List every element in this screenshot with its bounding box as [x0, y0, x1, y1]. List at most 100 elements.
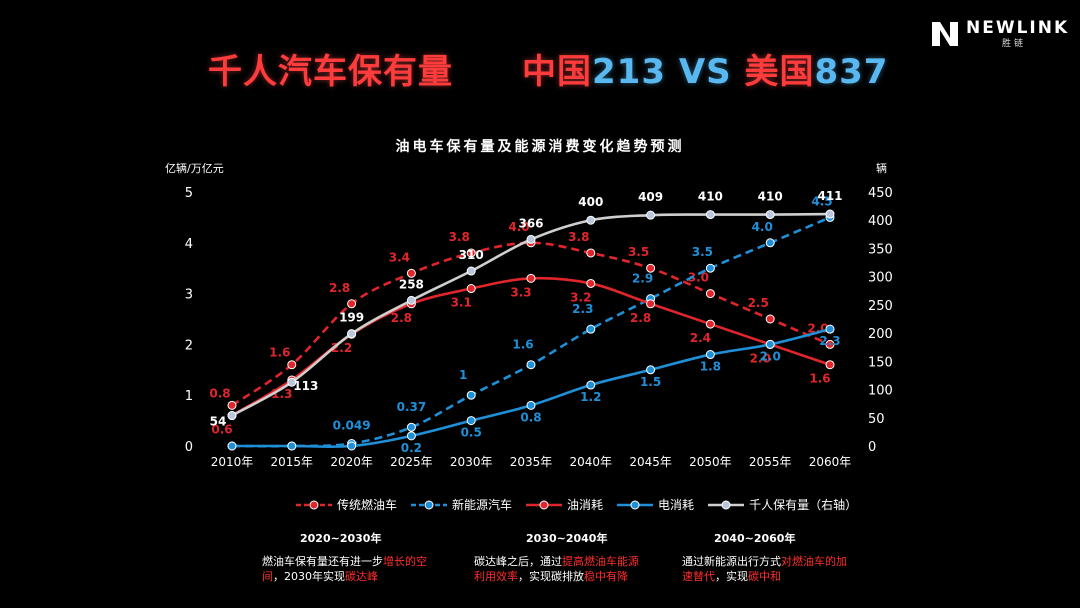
data-label: 0.5 [461, 426, 482, 440]
data-point [765, 314, 775, 324]
series-line [231, 216, 831, 448]
data-point [347, 299, 357, 309]
data-point [347, 329, 357, 339]
data-label: 3.4 [389, 250, 410, 264]
data-point [705, 289, 715, 299]
data-point [646, 263, 656, 273]
us-label: 美国 [744, 52, 815, 92]
data-label: 1.5 [640, 375, 661, 389]
data-label: 0.6 [211, 423, 232, 437]
data-point [705, 319, 715, 329]
legend-label: 电消耗 [658, 498, 695, 512]
legend-label: 新能源汽车 [452, 498, 513, 512]
period-3-note: 通过新能源出行方式对燃油车的加速替代，实现碳中和 [682, 554, 852, 584]
x-tick-label: 2025年 [390, 455, 433, 469]
us-value: 837 [814, 52, 889, 92]
data-point [287, 441, 297, 451]
data-point [526, 360, 536, 370]
data-label: 1.6 [269, 346, 290, 360]
data-label: 1 [459, 368, 467, 382]
note-segment: 增长的空间 [262, 555, 427, 583]
data-label: 2.8 [329, 281, 350, 295]
data-label: 1.6 [809, 372, 830, 386]
data-point [466, 266, 476, 276]
y-right-tick-label: 50 [868, 412, 885, 427]
x-tick-label: 2040年 [570, 455, 613, 469]
y-left-tick-label: 3 [185, 288, 193, 303]
data-point [825, 360, 835, 370]
y-left-tick-label: 5 [185, 186, 193, 201]
note-segment: 碳达峰之后，通过 [474, 555, 562, 568]
series-line [231, 241, 831, 407]
data-point [825, 339, 835, 349]
data-point [646, 365, 656, 375]
data-label: 3.8 [449, 230, 470, 244]
legend-item: 电消耗 [617, 496, 694, 513]
x-tick-label: 2055年 [749, 455, 792, 469]
x-tick-label: 2020年 [330, 455, 373, 469]
data-point [227, 411, 237, 421]
period-2-title: 2030~2040年 [526, 532, 608, 545]
data-point [705, 350, 715, 360]
y-right-tick-label: 450 [868, 186, 893, 201]
y-axis-right-label: 辆 [876, 162, 887, 175]
x-tick-label: 2015年 [271, 455, 314, 469]
data-point [406, 295, 416, 305]
data-label: 0.2 [401, 441, 422, 455]
data-point [227, 441, 237, 451]
data-point [406, 422, 416, 432]
data-point [526, 400, 536, 410]
data-label: 1.2 [580, 390, 601, 404]
y-right-tick-label: 350 [868, 242, 893, 257]
data-point [466, 390, 476, 400]
y-right-tick-label: 300 [868, 271, 893, 286]
legend-swatch-icon [296, 500, 332, 509]
data-point [406, 431, 416, 441]
y-right-tick-label: 400 [868, 214, 893, 229]
data-label: 0.37 [397, 400, 427, 414]
chart-legend: 传统燃油车 新能源汽车 油消耗 电消耗 千人保有量（右轴） [296, 496, 857, 513]
data-point [765, 210, 775, 220]
y-left-tick-label: 1 [185, 389, 193, 404]
data-label: 0.8 [209, 386, 230, 400]
note-segment: 碳达峰 [345, 570, 378, 583]
note-segment: 通过新能源出行方式 [682, 555, 781, 568]
data-label: 3.1 [451, 296, 472, 310]
note-segment: 提高燃油车能源利用效率 [474, 555, 639, 583]
data-label: 54 [210, 415, 227, 429]
data-label: 411 [817, 189, 842, 203]
x-tick-label: 2030年 [450, 455, 493, 469]
note-segment: ，实现 [715, 570, 748, 583]
y-left-tick-label: 4 [185, 237, 193, 252]
data-label: 2.8 [391, 311, 412, 325]
data-point [227, 400, 237, 410]
data-label: 2.9 [632, 272, 653, 286]
y-right-tick-label: 100 [868, 384, 893, 399]
data-point [765, 339, 775, 349]
data-label: 3.0 [688, 271, 709, 285]
china-value: 213 [592, 52, 666, 92]
legend-item: 新能源汽车 [411, 496, 512, 513]
legend-label: 油消耗 [567, 498, 604, 512]
data-label: 4.5 [811, 194, 832, 208]
data-point [526, 234, 536, 244]
legend-label: 千人保有量（右轴） [749, 498, 858, 512]
legend-label: 传统燃油车 [337, 498, 398, 512]
data-point [586, 248, 596, 258]
data-point [287, 360, 297, 370]
data-label: 400 [578, 195, 603, 209]
period-1-title: 2020~2030年 [300, 532, 382, 545]
note-segment: 稳中有降 [584, 570, 628, 583]
y-right-tick-label: 250 [868, 299, 893, 314]
headline-left: 千人汽车保有量 [208, 52, 453, 92]
newlink-logo-icon [932, 22, 958, 46]
data-label: 2.0 [760, 349, 781, 363]
data-label: 1.6 [512, 338, 533, 352]
data-label: 2.3 [819, 334, 840, 348]
data-label: 3.3 [510, 285, 531, 299]
y-right-tick-label: 0 [868, 440, 876, 455]
x-tick-label: 2010年 [211, 455, 254, 469]
data-label: 0.049 [333, 419, 371, 433]
y-left-tick-label: 2 [185, 338, 193, 353]
